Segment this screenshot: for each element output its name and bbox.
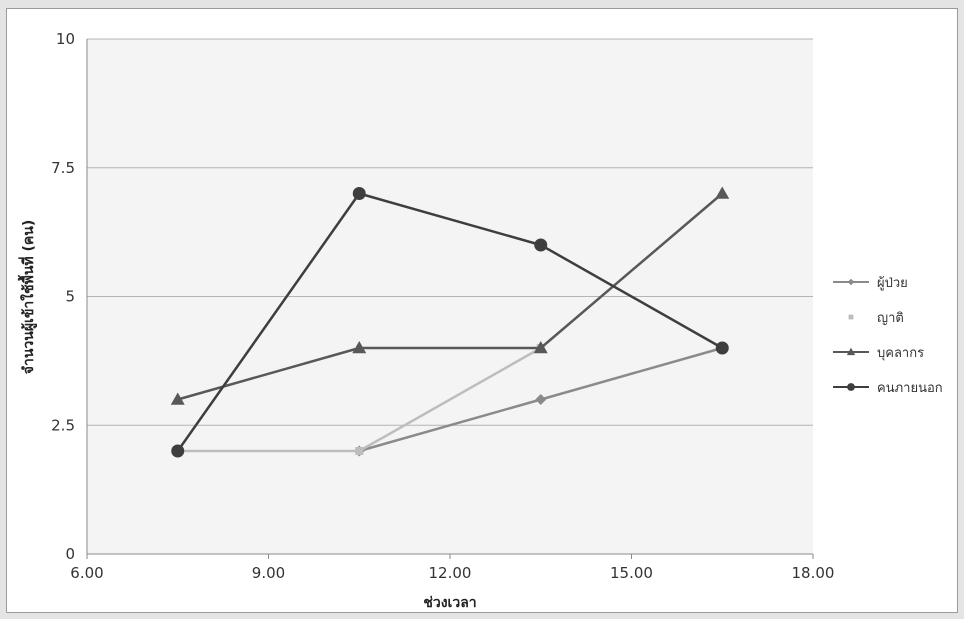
x-tick-label: 6.00 [70, 564, 103, 582]
y-tick-label: 2.5 [51, 416, 75, 434]
series-line-3 [177, 192, 724, 401]
x-tick-label: 15.00 [610, 564, 653, 582]
line-chart: 0 2.5 5 7.5 10 6.00 9.00 12.00 15.00 18.00 ผู้ป่ว… [17, 30, 943, 611]
x-tick-label: 12.00 [429, 564, 472, 582]
data-point-series-4 [715, 341, 729, 355]
legend-label: ญาติ [877, 311, 904, 326]
y-tick-label: 10 [56, 30, 75, 48]
legend-marker [848, 314, 854, 320]
y-tick-label: 5 [65, 288, 75, 306]
legend-marker [846, 347, 856, 356]
data-point-series-3 [715, 186, 730, 199]
legend-marker [847, 278, 855, 286]
data-point-series-3 [170, 392, 185, 405]
data-point-series-4 [534, 238, 548, 252]
data-point-series-3 [352, 341, 367, 354]
series-lines [170, 186, 730, 458]
legend-label: ผู้ป่วย [877, 276, 908, 291]
data-point-series-4 [352, 187, 366, 200]
data-point-series-4 [171, 444, 185, 458]
gridlines [87, 38, 813, 426]
chart-frame: 0 2.5 5 7.5 10 6.00 9.00 12.00 15.00 18.00 ผู้ป่ว… [6, 8, 958, 613]
legend-label: บุคลากร [877, 346, 924, 361]
x-axis-title: ช่วงเวลา [423, 595, 476, 611]
data-point-series-2 [355, 447, 364, 455]
series-line-4 [176, 192, 723, 452]
y-tick-label: 7.5 [51, 159, 75, 177]
legend-marker [847, 383, 855, 391]
y-axis-title: จำนวนผู้เข้าใช้พื้นที่ (คน) [17, 220, 37, 374]
axes: 0 2.5 5 7.5 10 6.00 9.00 12.00 15.00 18.00 [51, 30, 834, 582]
x-tick-label: 9.00 [252, 564, 285, 582]
legend-label: คนภายนอก [877, 381, 943, 396]
x-tick-label: 18.00 [792, 564, 835, 582]
data-point-series-1 [535, 394, 547, 405]
data-point-series-3 [533, 341, 548, 354]
y-tick-label: 0 [65, 545, 75, 563]
